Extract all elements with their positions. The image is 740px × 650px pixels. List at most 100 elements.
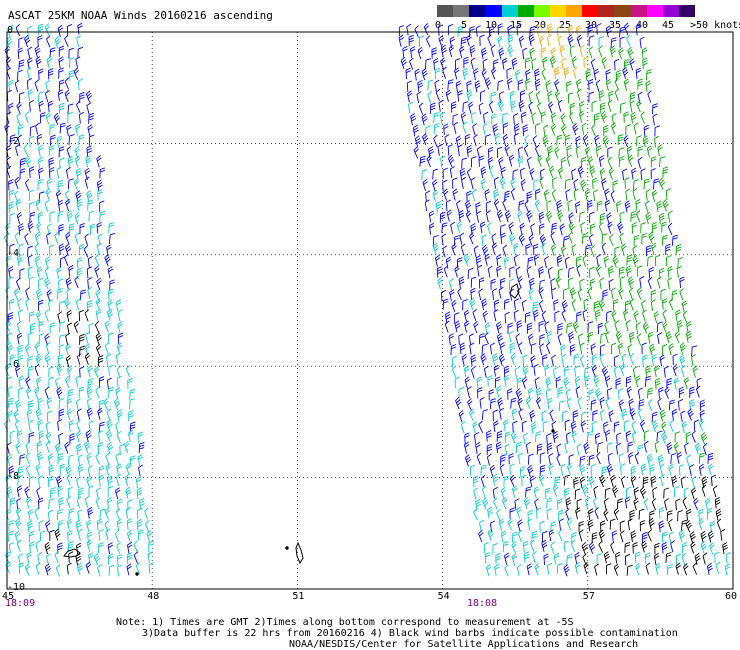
wind-barb — [695, 385, 701, 398]
wind-barb — [138, 442, 145, 454]
wind-barb — [18, 387, 24, 399]
wind-barb — [57, 311, 63, 324]
wind-barb — [693, 497, 699, 510]
wind-barb — [66, 562, 72, 575]
wind-barb — [635, 199, 641, 211]
wind-barb — [27, 266, 33, 278]
wind-barb — [689, 531, 696, 544]
wind-barb — [450, 344, 457, 356]
wind-barb — [543, 124, 549, 137]
wind-barb — [588, 475, 595, 488]
wind-barb — [494, 376, 501, 388]
wind-barb — [36, 441, 42, 453]
y-tick-label: -8 — [7, 470, 20, 482]
colorbar-label: 25 — [559, 20, 572, 31]
wind-barb — [455, 396, 462, 410]
wind-barb — [500, 166, 506, 179]
wind-barb — [469, 464, 475, 477]
wind-barb — [466, 34, 472, 47]
wind-barb — [564, 178, 571, 190]
wind-barb — [633, 498, 639, 511]
wind-barb — [510, 431, 518, 444]
wind-barb — [605, 25, 612, 38]
wind-barb — [589, 211, 595, 223]
wind-barb — [605, 78, 612, 91]
wind-barb — [599, 353, 604, 366]
wind-barb — [608, 410, 614, 423]
wind-barb — [576, 264, 582, 277]
wind-barb — [523, 551, 530, 563]
wind-barb — [19, 454, 26, 466]
wind-barb — [67, 111, 73, 124]
wind-barb — [66, 23, 73, 36]
wind-barb — [125, 462, 131, 476]
wind-barb — [37, 419, 43, 432]
wind-barb — [579, 464, 586, 477]
wind-barb — [36, 266, 43, 279]
colorbar-swatch — [582, 5, 599, 17]
wind-barb — [75, 519, 82, 532]
wind-barb — [25, 441, 31, 454]
wind-barb — [45, 112, 51, 125]
wind-barb — [93, 553, 101, 566]
wind-barb — [67, 486, 73, 499]
wind-barb — [542, 56, 548, 69]
wind-barb — [27, 220, 34, 233]
wind-barb — [96, 221, 102, 234]
wind-barb — [459, 342, 466, 355]
wind-barb — [484, 552, 491, 564]
wind-barb — [466, 89, 473, 102]
wind-barb — [65, 354, 72, 368]
wind-barb — [422, 178, 428, 192]
wind-barb — [119, 443, 125, 456]
wind-barb — [715, 508, 722, 521]
wind-barb — [548, 101, 554, 114]
wind-barb — [682, 497, 688, 510]
wind-barb — [524, 200, 530, 213]
wind-barb — [529, 167, 535, 181]
wind-barb — [568, 231, 573, 244]
wind-barb — [502, 57, 508, 70]
wind-barb — [519, 167, 526, 180]
wind-barb — [654, 125, 660, 137]
wind-barb — [602, 289, 608, 301]
wind-barb — [578, 529, 584, 542]
wind-barb — [672, 353, 678, 366]
map-frame — [6, 31, 734, 590]
wind-barb — [496, 265, 502, 278]
wind-barb — [95, 308, 102, 321]
wind-barb — [466, 145, 473, 157]
wind-barb — [684, 442, 689, 455]
wind-barb — [428, 210, 435, 223]
wind-barb — [432, 242, 439, 255]
wind-barb — [98, 430, 104, 442]
wind-barb — [8, 201, 14, 213]
wind-barb — [25, 287, 30, 300]
wind-barb — [458, 410, 465, 423]
wind-barb — [685, 431, 692, 444]
wind-barb — [686, 321, 692, 334]
wind-barb — [672, 364, 678, 377]
wind-barb — [85, 561, 92, 574]
wind-barb — [57, 211, 64, 223]
wind-barb — [626, 145, 633, 158]
wind-barb — [504, 552, 510, 565]
wind-barb — [24, 155, 32, 168]
wind-barb — [17, 47, 23, 60]
wind-barb — [533, 243, 539, 256]
wind-barb — [588, 35, 595, 47]
wind-barb — [691, 430, 696, 443]
wind-barb — [524, 57, 531, 69]
wind-barb — [628, 287, 634, 300]
wind-barb — [445, 199, 452, 212]
colorbar-swatch — [517, 5, 534, 17]
wind-barb — [451, 299, 457, 313]
wind-barb — [86, 190, 93, 203]
wind-barb — [541, 242, 547, 255]
wind-barb — [541, 410, 547, 422]
wind-barb — [472, 308, 477, 322]
wind-barb — [539, 343, 545, 356]
wind-barb — [605, 397, 611, 410]
wind-barb — [26, 78, 33, 90]
wind-barb — [98, 542, 104, 554]
